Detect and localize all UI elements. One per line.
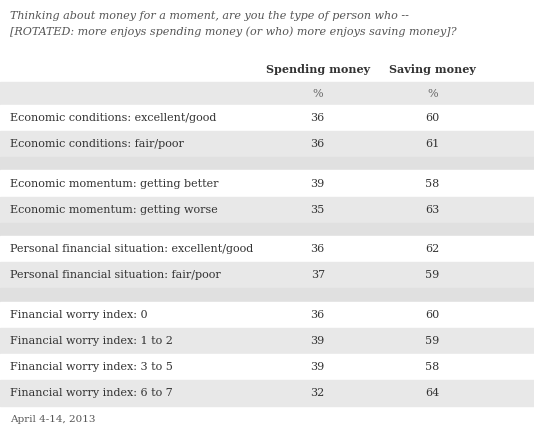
Bar	[0, 288, 534, 302]
Text: 62: 62	[426, 244, 439, 254]
Text: Financial worry index: 3 to 5: Financial worry index: 3 to 5	[10, 362, 172, 372]
Text: Economic conditions: fair/poor: Economic conditions: fair/poor	[10, 139, 184, 149]
Text: [ROTATED: more enjoys spending money (or who) more enjoys saving money]?: [ROTATED: more enjoys spending money (or…	[10, 26, 456, 37]
Text: 61: 61	[426, 139, 439, 149]
Text: 32: 32	[311, 388, 325, 398]
Text: Saving money: Saving money	[389, 64, 476, 75]
Bar	[0, 131, 534, 157]
Text: 59: 59	[426, 271, 439, 280]
Text: 36: 36	[311, 113, 325, 123]
Bar	[0, 157, 534, 170]
Text: Economic momentum: getting better: Economic momentum: getting better	[10, 179, 218, 188]
Bar	[0, 380, 534, 406]
Bar	[0, 105, 534, 131]
Bar	[0, 236, 534, 262]
Bar	[0, 262, 534, 288]
Bar	[0, 328, 534, 354]
Text: 36: 36	[311, 139, 325, 149]
Bar	[0, 354, 534, 380]
Text: 35: 35	[311, 205, 325, 215]
Text: 36: 36	[311, 310, 325, 319]
Bar	[0, 302, 534, 328]
Text: 60: 60	[426, 310, 439, 319]
Text: 64: 64	[426, 388, 439, 398]
Text: Thinking about money for a moment, are you the type of person who --: Thinking about money for a moment, are y…	[10, 11, 409, 21]
Text: Personal financial situation: fair/poor: Personal financial situation: fair/poor	[10, 271, 221, 280]
Bar	[0, 223, 534, 236]
Text: April 4-14, 2013: April 4-14, 2013	[10, 415, 95, 424]
Text: 39: 39	[311, 179, 325, 188]
Bar	[0, 170, 534, 197]
Text: 59: 59	[426, 336, 439, 346]
Text: 39: 39	[311, 336, 325, 346]
Text: %: %	[312, 89, 323, 98]
Text: Financial worry index: 0: Financial worry index: 0	[10, 310, 147, 319]
Bar	[0, 57, 534, 82]
Text: Financial worry index: 6 to 7: Financial worry index: 6 to 7	[10, 388, 172, 398]
Text: 58: 58	[426, 179, 439, 188]
Text: Financial worry index: 1 to 2: Financial worry index: 1 to 2	[10, 336, 172, 346]
Text: 39: 39	[311, 362, 325, 372]
Text: 63: 63	[426, 205, 439, 215]
Text: 60: 60	[426, 113, 439, 123]
Bar	[0, 82, 534, 105]
Text: Personal financial situation: excellent/good: Personal financial situation: excellent/…	[10, 244, 253, 254]
Text: 36: 36	[311, 244, 325, 254]
Text: 37: 37	[311, 271, 325, 280]
Bar	[0, 197, 534, 223]
Text: Economic conditions: excellent/good: Economic conditions: excellent/good	[10, 113, 216, 123]
Text: %: %	[427, 89, 438, 98]
Text: Spending money: Spending money	[266, 64, 370, 75]
Text: Economic momentum: getting worse: Economic momentum: getting worse	[10, 205, 217, 215]
Text: 58: 58	[426, 362, 439, 372]
